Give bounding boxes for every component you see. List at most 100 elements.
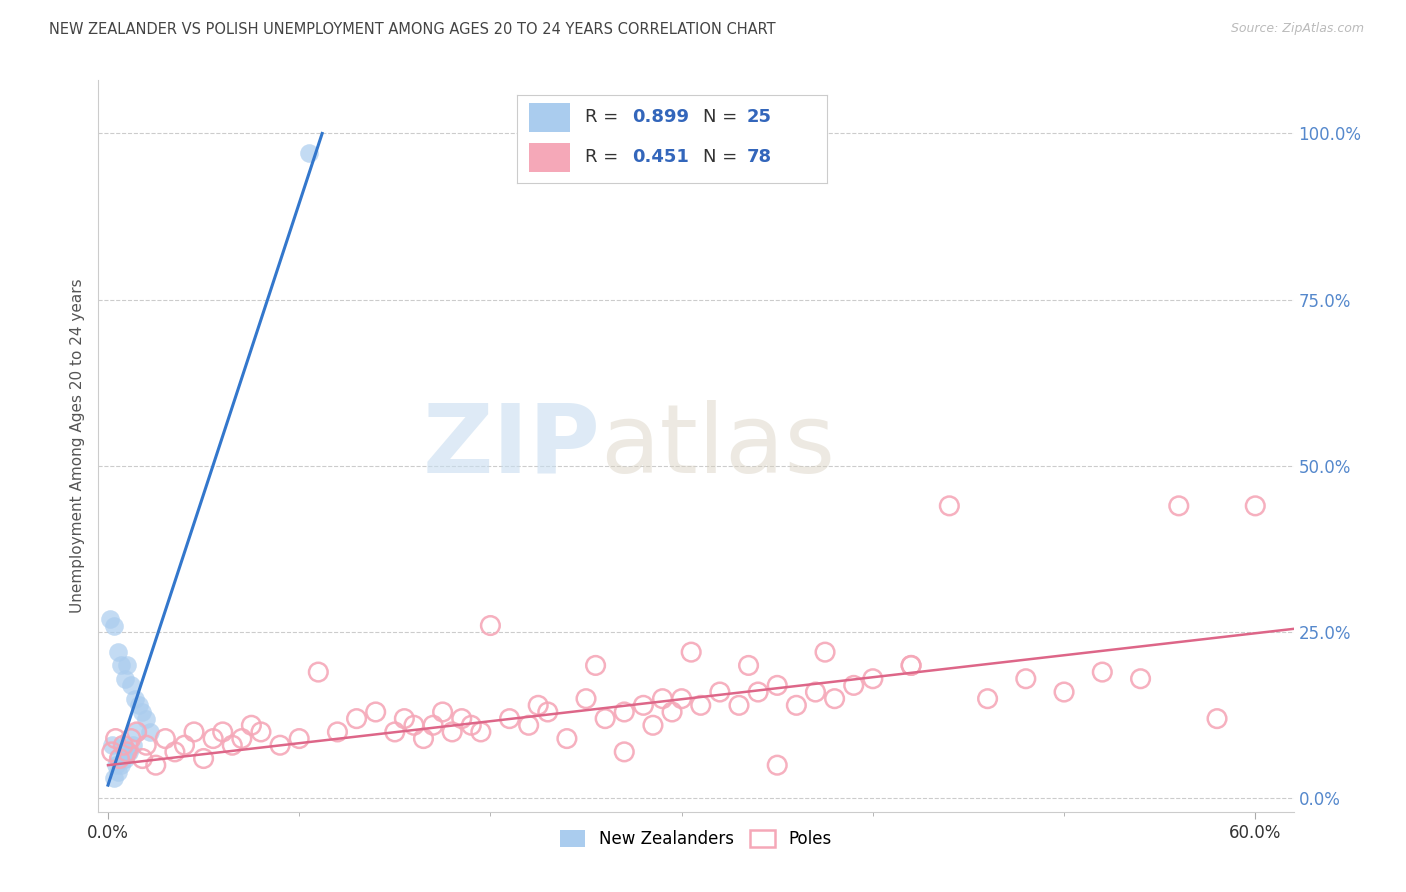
Point	[240, 718, 263, 732]
Point	[128, 698, 150, 713]
Point	[120, 731, 142, 746]
Point	[785, 698, 807, 713]
Point	[110, 758, 132, 772]
Point	[651, 691, 673, 706]
Legend: New Zealanders, Poles: New Zealanders, Poles	[554, 823, 838, 855]
Point	[1244, 499, 1267, 513]
Point	[527, 698, 550, 713]
Point	[211, 725, 233, 739]
Point	[766, 758, 789, 772]
Point	[104, 731, 127, 746]
Point	[115, 745, 138, 759]
Point	[125, 725, 148, 739]
Point	[862, 672, 884, 686]
Point	[135, 738, 157, 752]
Point	[766, 678, 789, 692]
Point	[98, 612, 121, 626]
Point	[613, 705, 636, 719]
Point	[394, 712, 416, 726]
Point	[432, 705, 454, 719]
Point	[689, 698, 711, 713]
Point	[671, 691, 693, 706]
Point	[728, 698, 751, 713]
Point	[1129, 672, 1152, 686]
Point	[125, 725, 148, 739]
Point	[103, 618, 125, 632]
Point	[1015, 672, 1038, 686]
Point	[101, 745, 124, 759]
Point	[231, 731, 253, 746]
Point	[135, 712, 157, 726]
Point	[298, 146, 321, 161]
Point	[613, 745, 636, 759]
Point	[681, 645, 703, 659]
Point	[460, 718, 482, 732]
Point	[537, 705, 560, 719]
Point	[250, 725, 273, 739]
Point	[575, 691, 598, 706]
Point	[183, 725, 205, 739]
Point	[307, 665, 329, 679]
Point	[107, 764, 129, 779]
Point	[326, 725, 349, 739]
Point	[900, 658, 922, 673]
Point	[585, 658, 607, 673]
Point	[124, 691, 146, 706]
Point	[1167, 499, 1189, 513]
Point	[104, 758, 127, 772]
Point	[804, 685, 827, 699]
Point	[163, 745, 186, 759]
Point	[422, 718, 444, 732]
Point	[131, 751, 153, 765]
Point	[107, 645, 129, 659]
Point	[112, 738, 135, 752]
Point	[193, 751, 215, 765]
Point	[479, 618, 502, 632]
Point	[110, 658, 132, 673]
Point	[593, 712, 616, 726]
Point	[842, 678, 865, 692]
Point	[976, 691, 998, 706]
Point	[938, 499, 960, 513]
Point	[900, 658, 922, 673]
Text: NEW ZEALANDER VS POLISH UNEMPLOYMENT AMONG AGES 20 TO 24 YEARS CORRELATION CHART: NEW ZEALANDER VS POLISH UNEMPLOYMENT AMO…	[49, 22, 776, 37]
Point	[1091, 665, 1114, 679]
Point	[115, 658, 138, 673]
Point	[120, 678, 142, 692]
Point	[173, 738, 195, 752]
Point	[517, 718, 540, 732]
Point	[641, 718, 664, 732]
Point	[633, 698, 655, 713]
Point	[114, 672, 136, 686]
Text: Source: ZipAtlas.com: Source: ZipAtlas.com	[1230, 22, 1364, 36]
Point	[145, 758, 167, 772]
Text: atlas: atlas	[600, 400, 835, 492]
Point	[1053, 685, 1076, 699]
Point	[747, 685, 769, 699]
Text: ZIP: ZIP	[422, 400, 600, 492]
Point	[441, 725, 464, 739]
Point	[121, 738, 143, 752]
Point	[269, 738, 291, 752]
Point	[101, 738, 124, 752]
Point	[661, 705, 683, 719]
Point	[112, 738, 135, 752]
Point	[114, 751, 136, 765]
Point	[814, 645, 837, 659]
Point	[364, 705, 387, 719]
Point	[470, 725, 492, 739]
Point	[221, 738, 243, 752]
Y-axis label: Unemployment Among Ages 20 to 24 years: Unemployment Among Ages 20 to 24 years	[69, 278, 84, 614]
Point	[108, 751, 131, 765]
Point	[139, 725, 162, 739]
Point	[709, 685, 731, 699]
Point	[118, 745, 141, 759]
Point	[155, 731, 177, 746]
Point	[412, 731, 434, 746]
Point	[450, 712, 472, 726]
Point	[824, 691, 846, 706]
Point	[384, 725, 406, 739]
Point	[115, 745, 138, 759]
Point	[346, 712, 368, 726]
Point	[288, 731, 311, 746]
